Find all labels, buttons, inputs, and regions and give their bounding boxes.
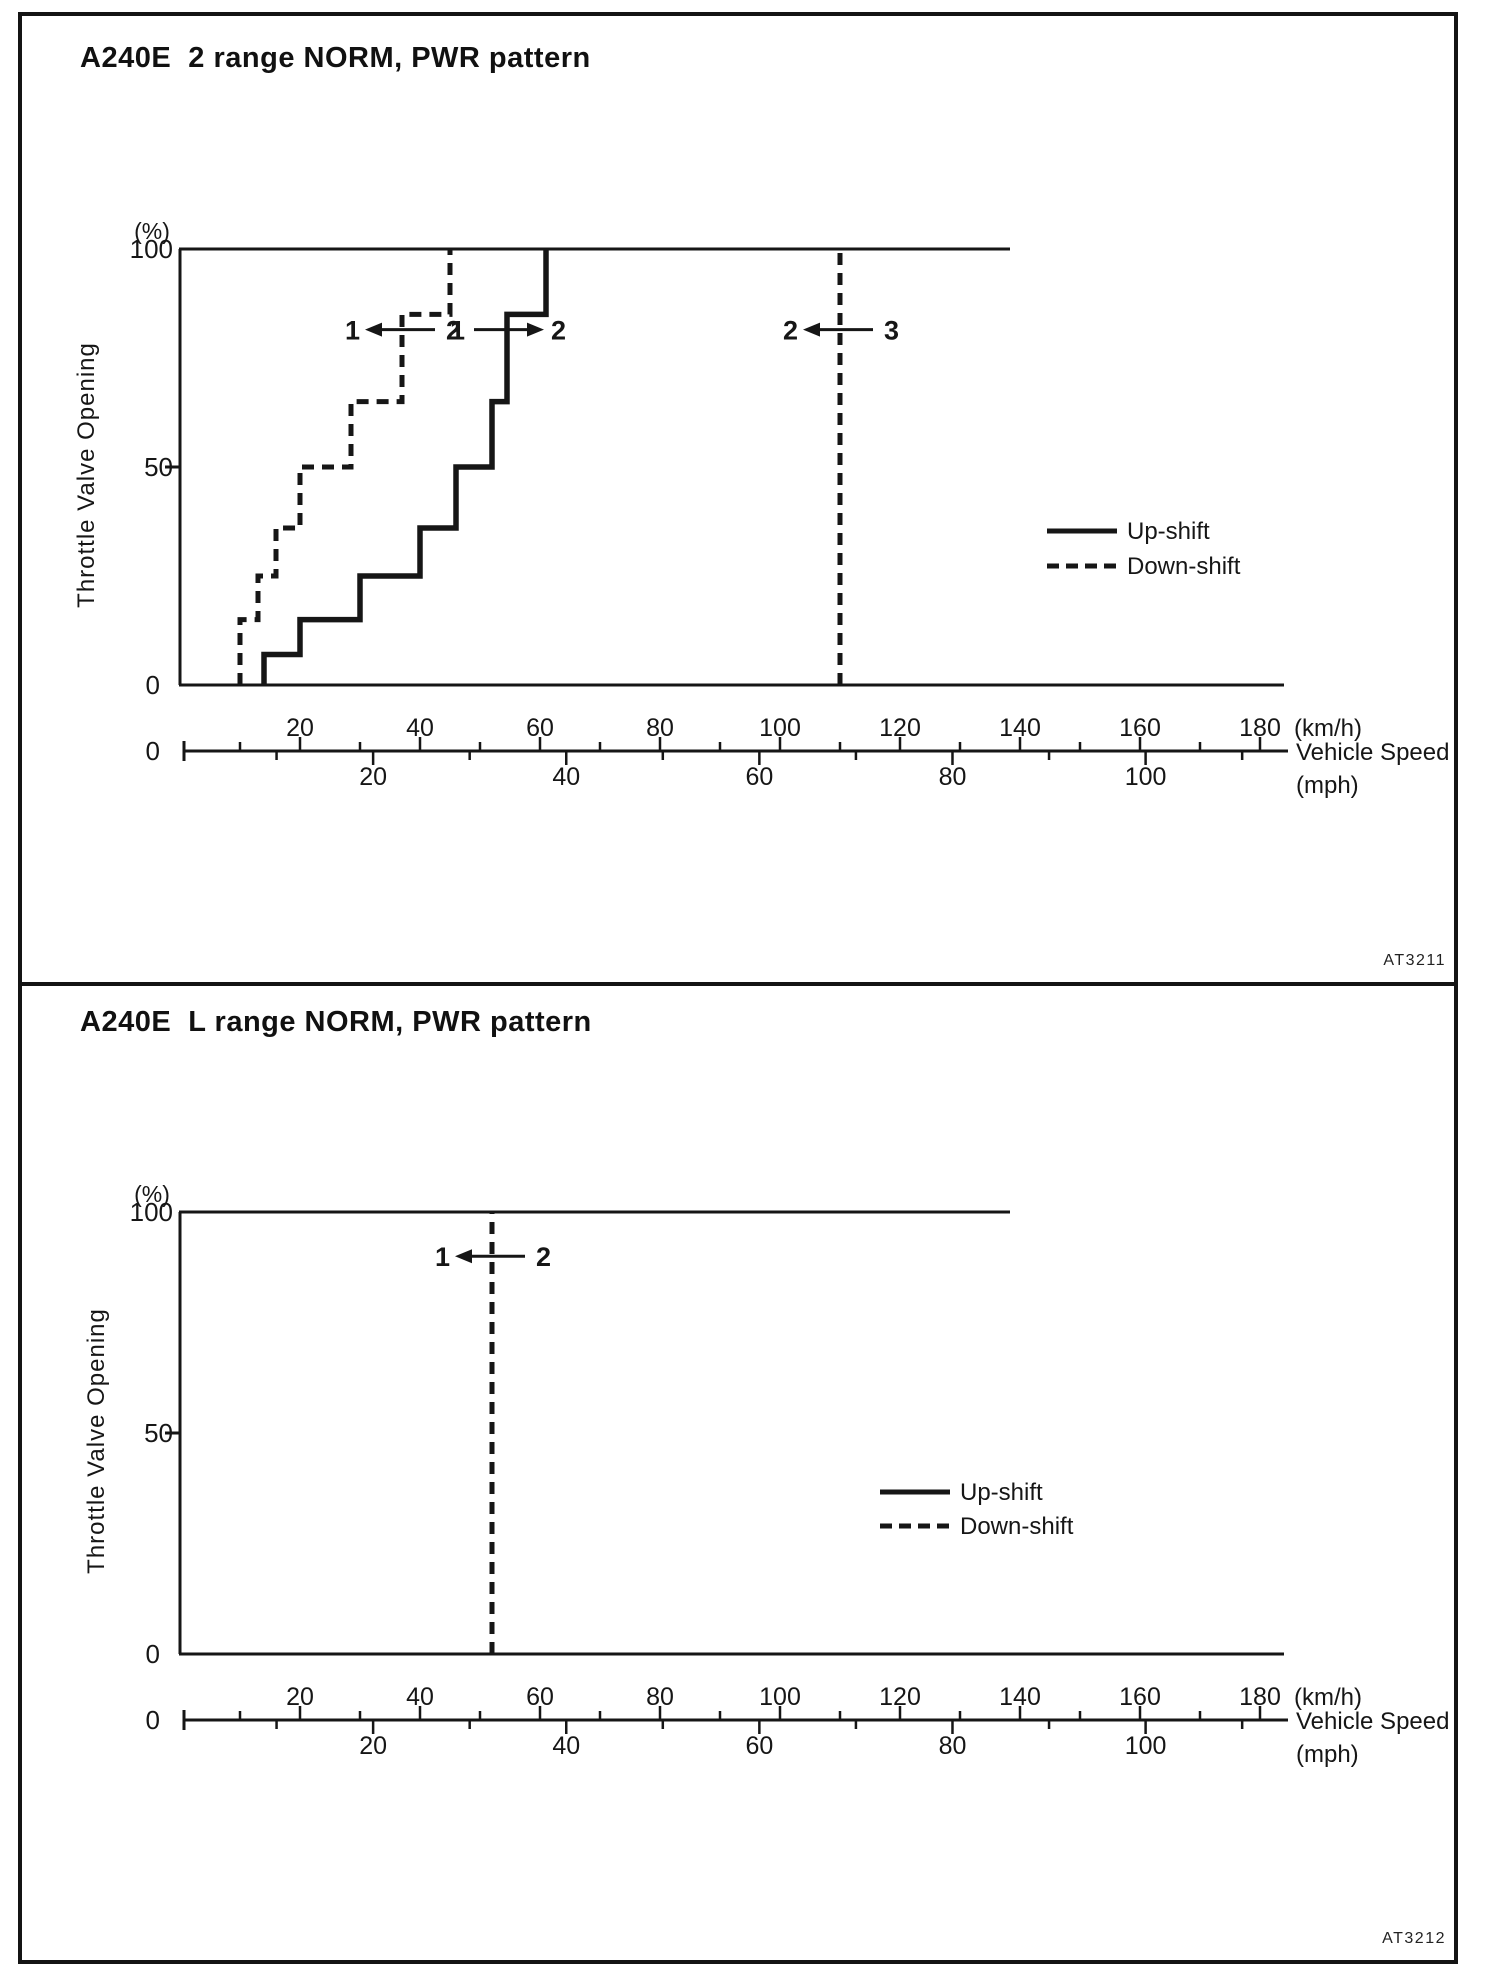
kmh-unit-label: (km/h) (1294, 715, 1362, 742)
kmh-tick-label: 40 (406, 1683, 434, 1711)
kmh-tick-label: 180 (1239, 1683, 1281, 1711)
chart-title-2-range: A240E 2 range NORM, PWR pattern (80, 42, 591, 74)
legend-label: Down-shift (960, 1513, 1074, 1540)
left-arrowhead-icon (803, 322, 820, 337)
figure-code-bottom: AT3212 (1382, 1930, 1446, 1947)
left-arrowhead-icon (455, 1249, 472, 1264)
kmh-tick-label: 20 (286, 1683, 314, 1711)
kmh-tick-label: 60 (526, 714, 554, 742)
y-tick-label-50: 50 (144, 452, 173, 482)
speed-origin-label: 0 (146, 1705, 160, 1735)
y-tick-label-0: 0 (146, 670, 160, 700)
shift-annotation-number: 3 (884, 316, 899, 346)
legend-label: Up-shift (1127, 518, 1210, 545)
kmh-tick-label: 40 (406, 714, 434, 742)
mph-tick-label: 60 (745, 1732, 773, 1760)
mph-tick-label: 80 (939, 763, 967, 791)
y-tick-label-100: 100 (130, 234, 173, 264)
shift-annotation-number: 2 (551, 316, 566, 346)
kmh-tick-label: 100 (759, 1683, 801, 1711)
kmh-unit-label: (km/h) (1294, 1684, 1362, 1711)
y-tick-label-0: 0 (146, 1639, 160, 1669)
page-border (18, 12, 1458, 1964)
upshift-curve (261, 249, 549, 685)
kmh-tick-label: 160 (1119, 1683, 1161, 1711)
legend-label: Down-shift (1127, 553, 1241, 580)
y-tick-label-100: 100 (130, 1197, 173, 1227)
mph-tick-label: 60 (745, 763, 773, 791)
shift-annotation-number: 1 (450, 316, 465, 346)
throttle-axis-label: Throttle Valve Opening (73, 342, 100, 608)
mph-unit-label: (mph) (1296, 772, 1359, 799)
mph-tick-label: 80 (939, 1732, 967, 1760)
shift-annotation-number: 2 (536, 1242, 551, 1272)
shift-annotation-number: 2 (446, 316, 461, 346)
mph-tick-label: 20 (359, 763, 387, 791)
speed-origin-label: 0 (146, 736, 160, 766)
kmh-tick-label: 180 (1239, 714, 1281, 742)
kmh-tick-label: 120 (879, 1683, 921, 1711)
percent-unit-label: (%) (134, 218, 170, 244)
kmh-tick-label: 80 (646, 1683, 674, 1711)
throttle-axis-label: Throttle Valve Opening (83, 1308, 110, 1574)
mph-tick-label: 40 (552, 763, 580, 791)
shift-annotation-number: 1 (435, 1242, 450, 1272)
kmh-tick-label: 80 (646, 714, 674, 742)
mph-tick-label: 100 (1125, 1732, 1167, 1760)
right-arrowhead-icon (527, 322, 544, 337)
vehicle-speed-label: Vehicle Speed (1296, 1708, 1449, 1735)
kmh-tick-label: 60 (526, 1683, 554, 1711)
figure-code-top: AT3211 (1383, 952, 1446, 969)
kmh-tick-label: 120 (879, 714, 921, 742)
mph-tick-label: 20 (359, 1732, 387, 1760)
mph-tick-label: 100 (1125, 763, 1167, 791)
panel-divider (18, 982, 1458, 986)
mph-tick-label: 40 (552, 1732, 580, 1760)
mph-unit-label: (mph) (1296, 1741, 1359, 1768)
kmh-tick-label: 100 (759, 714, 801, 742)
y-tick-label-50: 50 (144, 1418, 173, 1448)
kmh-tick-label: 20 (286, 714, 314, 742)
vehicle-speed-label: Vehicle Speed (1296, 739, 1449, 766)
kmh-tick-label: 160 (1119, 714, 1161, 742)
percent-unit-label: (%) (134, 1181, 170, 1207)
downshift-curve (237, 249, 453, 685)
left-arrowhead-icon (365, 322, 382, 337)
kmh-tick-label: 140 (999, 714, 1041, 742)
kmh-tick-label: 140 (999, 1683, 1041, 1711)
legend-label: Up-shift (960, 1479, 1043, 1506)
chart-title-l-range: A240E L range NORM, PWR pattern (80, 1006, 592, 1038)
shift-annotation-number: 1 (345, 316, 360, 346)
shift-annotation-number: 2 (783, 316, 798, 346)
